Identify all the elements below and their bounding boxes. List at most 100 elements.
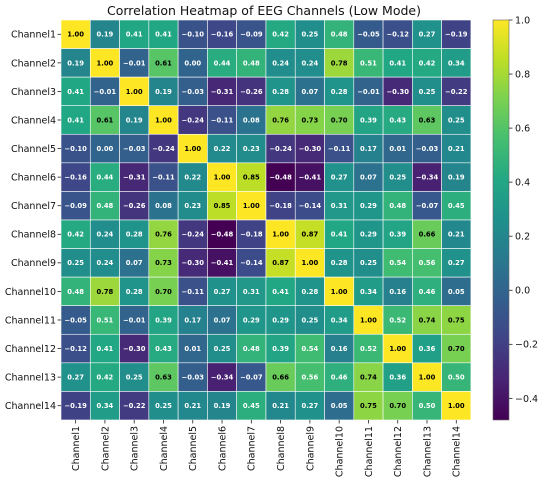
heatmap-cell xyxy=(207,276,237,307)
cell-value-label: 0.25 xyxy=(419,88,436,96)
heatmap-cell xyxy=(119,191,150,221)
heatmap-cell xyxy=(265,19,296,49)
cell-value-label: 0.70 xyxy=(448,345,465,353)
cell-value-label: 1.00 xyxy=(301,259,318,267)
cell-value-label: 0.50 xyxy=(448,374,465,382)
heatmap-cells: 1.00 0.19 0.41 0.41 −0.10 −0.16 −0.09 0.42 0.25 0… xyxy=(60,19,472,421)
cell-value-label: −0.11 xyxy=(211,116,234,124)
cell-value-label: 0.34 xyxy=(97,402,114,410)
heatmap-cell xyxy=(177,162,208,192)
heatmap-cell xyxy=(294,362,325,392)
cell-value-label: 0.51 xyxy=(97,316,114,324)
heatmap-cell xyxy=(441,133,472,164)
heatmap-cell xyxy=(382,191,413,221)
heatmap-cell xyxy=(412,48,442,78)
colorbar-tick-label: 0.2 xyxy=(515,232,530,243)
cell-value-label: 1.00 xyxy=(419,374,436,382)
cell-value-label: 0.41 xyxy=(97,345,114,353)
heatmap-cell xyxy=(207,19,237,49)
chart-title: Correlation Heatmap of EEG Channels (Low… xyxy=(107,3,421,18)
cell-value-label: −0.05 xyxy=(64,316,87,324)
cell-value-label: −0.14 xyxy=(299,202,322,210)
cell-value-label: −0.24 xyxy=(182,231,205,239)
y-tick-label: Channel8 xyxy=(11,230,56,241)
heatmap-cell xyxy=(265,362,296,392)
y-tick-label: Channel13 xyxy=(5,373,56,384)
heatmap-cell xyxy=(236,248,267,278)
cell-value-label: 0.54 xyxy=(389,259,406,267)
heatmap-cell xyxy=(119,105,150,135)
heatmap-cell xyxy=(119,248,150,278)
cell-value-label: 0.27 xyxy=(331,174,348,182)
heatmap-cell xyxy=(236,48,267,78)
cell-value-label: 1.00 xyxy=(97,59,114,67)
heatmap-cell xyxy=(177,48,208,78)
cell-value-label: −0.05 xyxy=(357,31,380,39)
heatmap-cell xyxy=(236,333,267,364)
y-tick-label: Channel6 xyxy=(11,173,56,184)
heatmap-cell xyxy=(148,162,179,192)
heatmap-cell xyxy=(60,191,91,221)
x-tick-label: Channel9 xyxy=(305,426,316,471)
cell-value-label: 0.43 xyxy=(389,116,406,124)
cell-value-label: 0.16 xyxy=(389,288,406,296)
cell-value-label: 0.41 xyxy=(67,88,84,96)
cell-value-label: 0.24 xyxy=(272,59,289,67)
cell-value-label: −0.09 xyxy=(64,202,87,210)
x-tick-label: Channel13 xyxy=(422,426,433,477)
cell-value-label: 0.48 xyxy=(389,202,406,210)
heatmap-cell xyxy=(60,105,91,135)
cell-value-label: 0.48 xyxy=(97,202,114,210)
cell-value-label: 0.29 xyxy=(360,202,377,210)
cell-value-label: −0.30 xyxy=(386,88,409,96)
cell-value-label: −0.11 xyxy=(182,288,205,296)
cell-value-label: 0.31 xyxy=(331,202,348,210)
heatmap-cell xyxy=(148,105,179,135)
heatmap-cell xyxy=(89,48,120,78)
heatmap-cell xyxy=(119,276,150,307)
cell-value-label: 0.24 xyxy=(301,59,318,67)
heatmap-cell xyxy=(60,276,91,307)
cell-value-label: 0.61 xyxy=(97,116,114,124)
cell-value-label: 0.45 xyxy=(448,202,465,210)
heatmap-cell xyxy=(294,105,325,135)
heatmap-cell xyxy=(382,133,413,164)
cell-value-label: −0.48 xyxy=(211,231,234,239)
heatmap-cell xyxy=(441,19,472,49)
cell-value-label: 0.46 xyxy=(419,288,436,296)
heatmap-cell xyxy=(324,133,355,164)
cell-value-label: −0.16 xyxy=(64,174,87,182)
cell-value-label: 0.28 xyxy=(126,231,143,239)
cell-value-label: 0.51 xyxy=(360,59,377,67)
y-tick-label: Channel14 xyxy=(5,401,56,412)
heatmap-cell xyxy=(441,362,472,392)
y-tick-labels: Channel1 Channel2 Channel3 Channel4 Channel5… xyxy=(5,30,61,412)
heatmap-cell xyxy=(265,105,296,135)
cell-value-label: 0.19 xyxy=(67,59,84,67)
cell-value-label: 0.42 xyxy=(272,31,289,39)
cell-value-label: −0.07 xyxy=(416,202,439,210)
heatmap-cell xyxy=(89,162,120,192)
cell-value-label: 0.21 xyxy=(272,402,289,410)
y-tick-label: Channel1 xyxy=(11,30,56,41)
cell-value-label: 0.42 xyxy=(67,231,84,239)
heatmap-cell xyxy=(412,276,442,307)
cell-value-label: 0.25 xyxy=(448,116,465,124)
cell-value-label: 0.21 xyxy=(448,231,465,239)
heatmap-cell xyxy=(89,333,120,364)
heatmap-cell xyxy=(412,362,442,392)
heatmap-cell xyxy=(119,162,150,192)
heatmap-cell xyxy=(177,276,208,307)
heatmap-cell xyxy=(60,248,91,278)
heatmap-cell xyxy=(382,333,413,364)
cell-value-label: 0.41 xyxy=(126,31,143,39)
colorbar-tick-label: 0.8 xyxy=(515,69,530,80)
cell-value-label: −0.30 xyxy=(299,145,322,153)
heatmap-cell xyxy=(324,362,355,392)
cell-value-label: 0.19 xyxy=(448,174,465,182)
y-tick-label: Channel5 xyxy=(11,144,56,155)
heatmap-cell xyxy=(412,105,442,135)
x-tick-label: Channel8 xyxy=(276,426,287,471)
cell-value-label: 0.25 xyxy=(301,316,318,324)
cell-value-label: −0.26 xyxy=(123,202,146,210)
